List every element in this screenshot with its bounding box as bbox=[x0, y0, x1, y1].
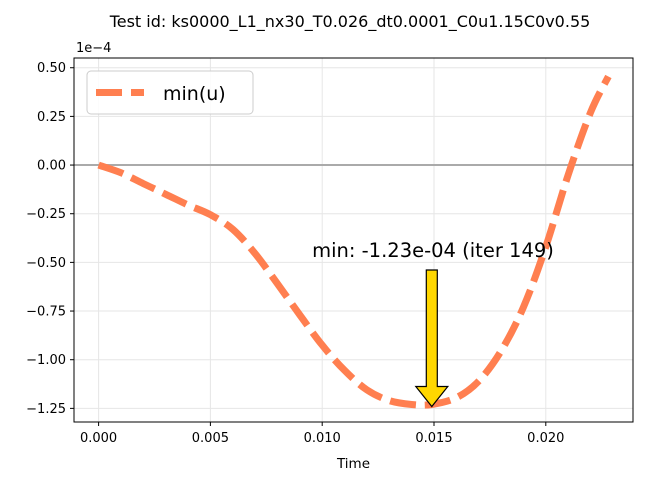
annotation-arrow bbox=[414, 269, 450, 408]
series-line-min-u bbox=[97, 74, 612, 409]
x-tick-label: 0.020 bbox=[527, 431, 564, 446]
annotation-text: min: -1.23e-04 (iter 149) bbox=[312, 239, 554, 262]
y-tick-label: 0.25 bbox=[37, 110, 66, 125]
y-tick-label: −1.00 bbox=[26, 353, 66, 368]
legend: min(u) bbox=[86, 70, 254, 115]
y-tick-label: 0.50 bbox=[37, 61, 66, 76]
y-tick-label: −0.50 bbox=[26, 256, 66, 271]
y-tick-label: −0.25 bbox=[26, 207, 66, 222]
y-ticks: 0.50 0.25 0.00 −0.25 −0.50 −0.75 −1.00 −1.25 bbox=[26, 61, 74, 417]
legend-box bbox=[86, 70, 254, 115]
y-tick-label: −0.75 bbox=[26, 305, 66, 320]
legend-label: min(u) bbox=[163, 83, 226, 105]
x-tick-label: 0.015 bbox=[415, 431, 452, 446]
x-axis-label: Time bbox=[336, 456, 370, 472]
y-tick-label: −1.25 bbox=[26, 402, 66, 417]
y-tick-label: 0.00 bbox=[37, 159, 66, 174]
x-tick-label: 0.005 bbox=[192, 431, 229, 446]
series-layer bbox=[97, 74, 612, 409]
min-annotation: min: -1.23e-04 (iter 149) bbox=[312, 239, 554, 408]
x-tick-label: 0.000 bbox=[80, 431, 117, 446]
chart-title: Test id: ks0000_L1_nx30_T0.026_dt0.0001_… bbox=[109, 12, 591, 32]
x-tick-label: 0.010 bbox=[304, 431, 341, 446]
plot-frame bbox=[73, 57, 634, 423]
y-multiplier-label: 1e−4 bbox=[76, 41, 111, 56]
x-ticks: 0.000 0.005 0.010 0.015 0.020 bbox=[80, 422, 564, 446]
